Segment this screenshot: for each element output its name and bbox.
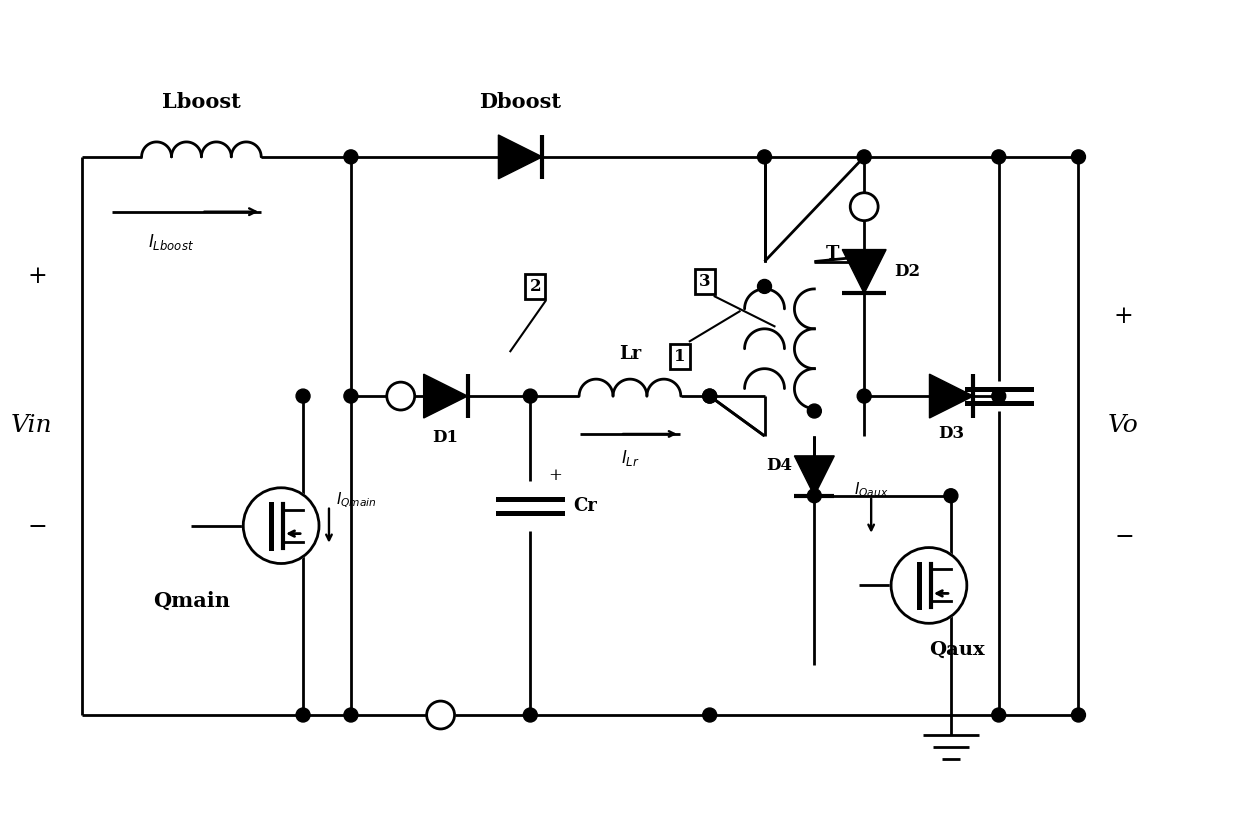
Text: Cr: Cr [573,497,596,515]
Text: D4: D4 [766,457,792,474]
Polygon shape [498,135,542,179]
Text: $I_{Lr}$: $I_{Lr}$ [620,448,640,468]
Circle shape [343,150,358,164]
Text: $-$: $-$ [1114,524,1133,547]
Circle shape [243,487,319,563]
Text: D1: D1 [433,430,459,446]
Circle shape [387,382,414,410]
Text: 1: 1 [675,348,686,364]
Text: T: T [826,245,839,263]
Circle shape [343,389,358,403]
Polygon shape [842,250,887,293]
Circle shape [758,279,771,293]
Text: D2: D2 [894,263,920,280]
Circle shape [703,389,717,403]
Text: 2: 2 [529,278,541,295]
Text: Qmain: Qmain [153,590,229,610]
Circle shape [758,150,771,164]
Text: Vo: Vo [1109,415,1138,437]
Text: Lr: Lr [619,345,641,363]
Text: +: + [27,265,47,288]
Circle shape [343,708,358,722]
Circle shape [944,489,957,502]
Circle shape [807,489,821,502]
Polygon shape [424,375,467,418]
Text: $I_{Qaux}$: $I_{Qaux}$ [854,481,889,501]
Text: Lboost: Lboost [162,92,241,112]
Text: 3: 3 [699,273,711,290]
Text: +: + [1114,305,1133,328]
Circle shape [857,150,872,164]
Polygon shape [930,375,973,418]
Circle shape [851,193,878,221]
Circle shape [296,708,310,722]
Circle shape [427,701,455,729]
Circle shape [296,389,310,403]
Polygon shape [795,456,835,496]
Circle shape [1071,150,1085,164]
Text: $I_{Qmain}$: $I_{Qmain}$ [336,491,377,510]
Text: Dboost: Dboost [480,92,562,112]
Text: $-$: $-$ [27,514,47,538]
Circle shape [807,404,821,418]
Circle shape [857,389,872,403]
Circle shape [857,254,872,268]
Circle shape [1071,708,1085,722]
Text: +: + [548,467,562,484]
Text: Qaux: Qaux [929,641,985,660]
Circle shape [523,708,537,722]
Circle shape [992,150,1006,164]
Text: $I_{Lboost}$: $I_{Lboost}$ [149,232,195,252]
Circle shape [703,708,717,722]
Text: Vin: Vin [11,415,53,437]
Circle shape [703,389,717,403]
Circle shape [992,708,1006,722]
Circle shape [523,389,537,403]
Circle shape [992,389,1006,403]
Circle shape [892,548,967,624]
Text: D3: D3 [939,426,965,442]
